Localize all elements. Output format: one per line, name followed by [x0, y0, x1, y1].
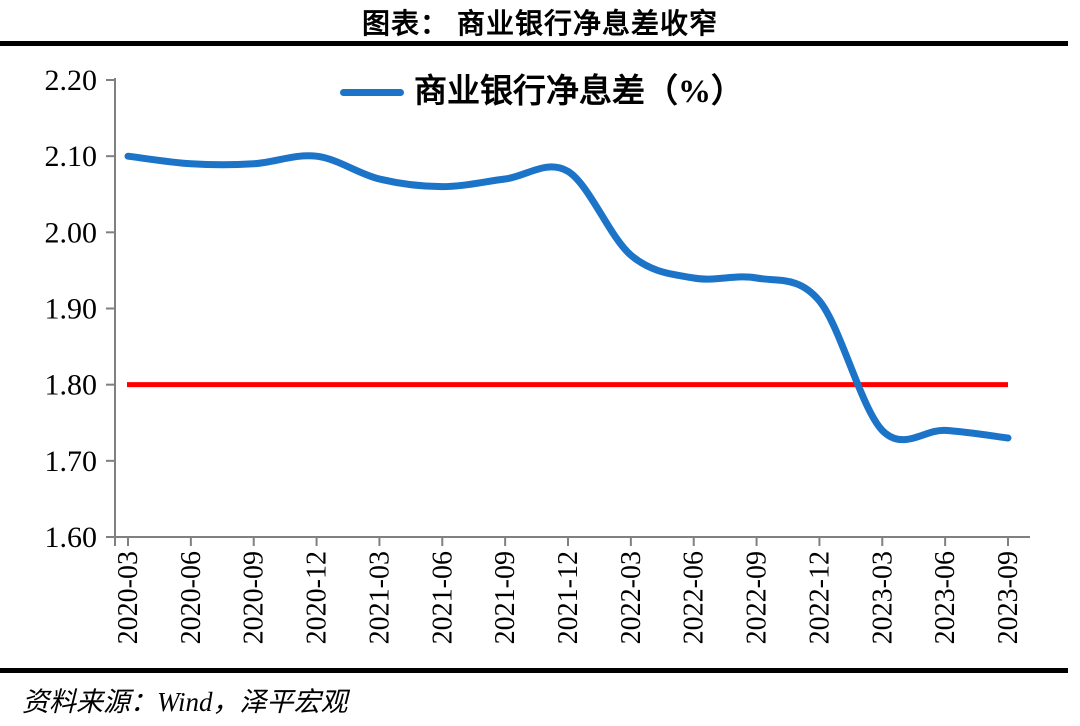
legend-series-label: 商业银行净息差（%） [414, 74, 744, 110]
y-tick-label: 2.10 [45, 140, 98, 173]
y-tick-label: 2.00 [45, 216, 98, 249]
source-note: 资料来源：Wind，泽平宏观 [22, 687, 348, 717]
x-tick-label: 2020-09 [239, 551, 270, 644]
x-tick-label: 2023-03 [867, 551, 898, 644]
x-tick-label: 2022-12 [804, 551, 835, 644]
y-tick-label: 1.90 [45, 293, 98, 326]
x-tick-label: 2022-03 [616, 551, 647, 644]
y-tick-label: 1.70 [45, 445, 98, 478]
x-tick-label: 2023-06 [930, 551, 961, 644]
x-tick-label: 2021-03 [364, 551, 395, 644]
x-tick-label: 2020-06 [176, 551, 207, 644]
x-tick-label: 2021-09 [490, 551, 521, 644]
series-line [124, 152, 1012, 444]
y-tick-label: 1.80 [45, 369, 98, 402]
top-divider [0, 41, 1068, 46]
x-tick-label: 2022-06 [679, 551, 710, 644]
x-tick-label: 2021-06 [427, 551, 458, 644]
x-tick-label: 2020-03 [113, 551, 144, 644]
y-tick-label: 2.20 [45, 64, 98, 97]
legend-line-swatch-icon [340, 88, 404, 96]
x-tick-label: 2021-12 [553, 551, 584, 644]
y-tick-label: 1.60 [45, 521, 98, 554]
chart-legend: 商业银行净息差（%） [340, 72, 744, 112]
bottom-divider [0, 668, 1068, 673]
x-tick-label: 2023-09 [993, 551, 1024, 644]
x-tick-label: 2022-09 [742, 551, 773, 644]
x-tick-label: 2020-12 [302, 551, 333, 644]
page-title: 图表： 商业银行净息差收窄 [361, 9, 718, 40]
